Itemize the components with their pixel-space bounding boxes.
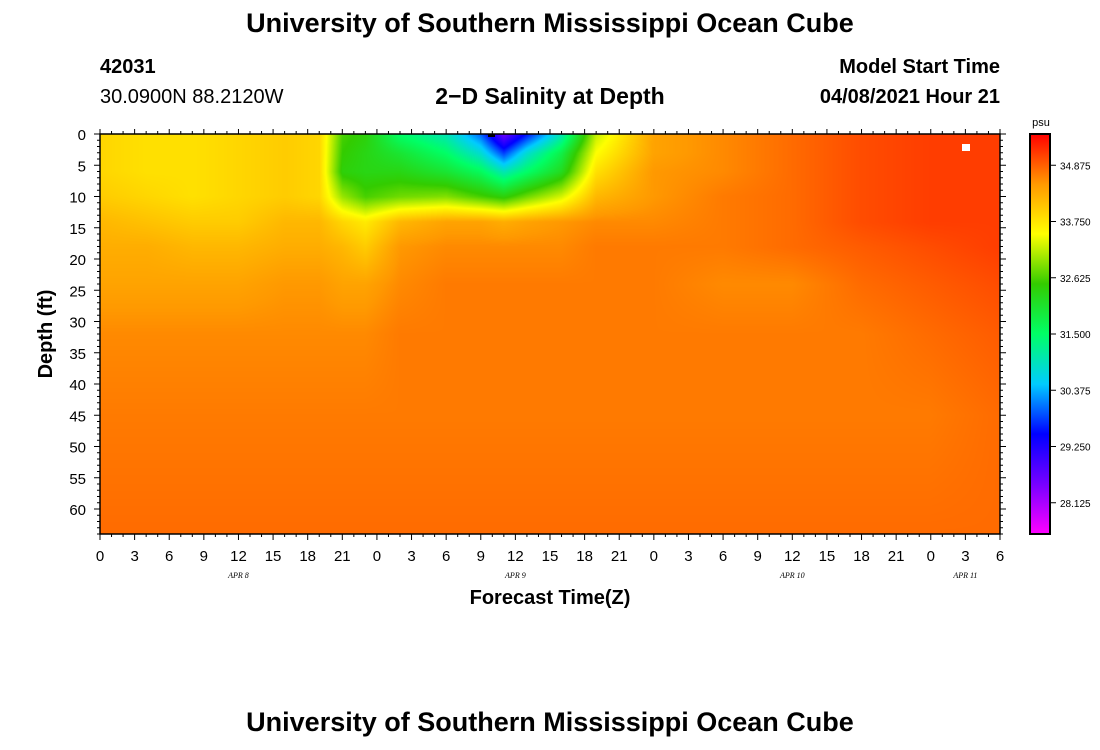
date-label: APR 9 xyxy=(504,571,526,580)
x-tick-label: 3 xyxy=(130,548,138,565)
y-tick-label: 60 xyxy=(69,502,86,519)
x-tick-label: 3 xyxy=(961,548,969,565)
x-tick-label: 6 xyxy=(719,548,727,565)
x-tick-label: 9 xyxy=(200,548,208,565)
y-tick-label: 45 xyxy=(69,408,86,425)
colorbar-tick-label: 31.500 xyxy=(1060,330,1091,341)
y-tick-label: 50 xyxy=(69,440,86,457)
y-tick-label: 15 xyxy=(69,221,86,238)
y-tick-label: 55 xyxy=(69,471,86,488)
colorbar-tick-label: 32.625 xyxy=(1060,274,1091,285)
y-tick-label: 25 xyxy=(69,283,86,300)
x-tick-label: 12 xyxy=(784,548,801,565)
colorbar-unit: psu xyxy=(1032,117,1050,129)
x-tick-label: 0 xyxy=(373,548,381,565)
colorbar: psu 34.875 33.750 32.625 31.500 30.375 29.250… xyxy=(1029,117,1091,535)
x-tick-label: 0 xyxy=(96,548,104,565)
colorbar-tick-label: 29.250 xyxy=(1060,443,1091,454)
colorbar-gradient xyxy=(1029,133,1051,535)
heatmap-area xyxy=(100,134,1000,534)
x-tick-label: 21 xyxy=(334,548,351,565)
y-tick-label: 30 xyxy=(69,315,86,332)
x-tick-label: 0 xyxy=(927,548,935,565)
page-title: University of Southern Mississippi Ocean… xyxy=(246,8,854,38)
colorbar-tick-label: 34.875 xyxy=(1060,161,1091,172)
x-tick-label: 6 xyxy=(165,548,173,565)
x-tick-label: 3 xyxy=(407,548,415,565)
y-tick-label: 5 xyxy=(78,158,86,175)
x-tick-label: 12 xyxy=(507,548,524,565)
x-tick-label: 21 xyxy=(611,548,628,565)
x-tick-label: 15 xyxy=(819,548,836,565)
surface-marker xyxy=(488,134,495,137)
buoy-marker xyxy=(962,144,970,151)
y-tick-label: 40 xyxy=(69,377,86,394)
x-tick-label: 3 xyxy=(684,548,692,565)
date-label: APR 8 xyxy=(227,571,249,580)
y-tick-label: 0 xyxy=(78,127,86,144)
x-tick-label: 21 xyxy=(888,548,905,565)
model-start-value: 04/08/2021 Hour 21 xyxy=(819,86,1000,108)
station-id: 42031 xyxy=(100,56,156,78)
date-label: APR 10 xyxy=(779,571,805,580)
x-tick-label: 0 xyxy=(650,548,658,565)
x-tick-label: 15 xyxy=(265,548,282,565)
date-label: APR 11 xyxy=(952,571,977,580)
y-tick-label: 20 xyxy=(69,252,86,269)
colorbar-tick-label: 28.125 xyxy=(1060,499,1091,510)
x-tick-label: 9 xyxy=(754,548,762,565)
x-tick-label: 12 xyxy=(230,548,247,565)
chart-title: 2−D Salinity at Depth xyxy=(435,83,665,109)
x-axis-label: Forecast Time(Z) xyxy=(470,587,631,609)
y-axis-label: Depth (ft) xyxy=(35,290,57,379)
station-coordinates: 30.0900N 88.2120W xyxy=(100,86,284,108)
x-tick-label: 18 xyxy=(576,548,593,565)
x-tick-label: 18 xyxy=(299,548,316,565)
x-tick-label: 15 xyxy=(542,548,559,565)
x-tick-label: 9 xyxy=(477,548,485,565)
footer-title: University of Southern Mississippi Ocean… xyxy=(246,707,854,737)
y-tick-label: 35 xyxy=(69,346,86,363)
colorbar-tick-label: 33.750 xyxy=(1060,218,1091,229)
y-tick-label: 10 xyxy=(69,190,86,207)
colorbar-tick-label: 30.375 xyxy=(1060,386,1091,397)
x-tick-label: 6 xyxy=(442,548,450,565)
model-start-label: Model Start Time xyxy=(839,56,1000,78)
x-tick-label: 18 xyxy=(853,548,870,565)
x-tick-label: 6 xyxy=(996,548,1004,565)
